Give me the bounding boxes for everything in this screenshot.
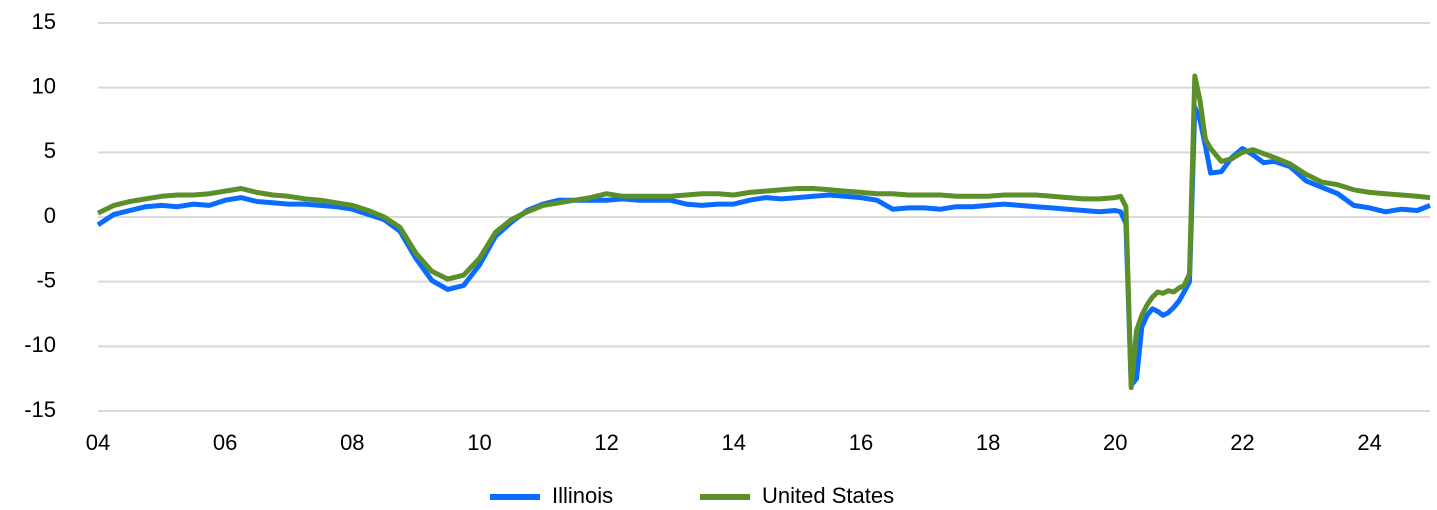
series-line: [96, 73, 1431, 391]
x-tick-label: 10: [467, 430, 491, 455]
series-line: [96, 104, 1431, 388]
x-tick-label: 14: [722, 430, 746, 455]
y-tick-label: 0: [44, 203, 56, 228]
x-tick-label: 16: [849, 430, 873, 455]
y-tick-label: 15: [32, 9, 56, 34]
y-tick-label: -10: [24, 332, 56, 357]
y-tick-label: 10: [32, 73, 56, 98]
x-tick-label: 18: [976, 430, 1000, 455]
y-tick-label: -5: [36, 267, 56, 292]
y-tick-label: 5: [44, 138, 56, 163]
x-tick-label: 06: [213, 430, 237, 455]
x-tick-label: 24: [1357, 430, 1381, 455]
legend-label: United States: [762, 483, 894, 508]
x-tick-label: 12: [594, 430, 618, 455]
legend-label: Illinois: [552, 483, 613, 508]
x-tick-label: 20: [1103, 430, 1127, 455]
y-tick-label: -15: [24, 397, 56, 422]
x-tick-label: 22: [1230, 430, 1254, 455]
x-tick-label: 08: [340, 430, 364, 455]
x-tick-label: 04: [86, 430, 110, 455]
